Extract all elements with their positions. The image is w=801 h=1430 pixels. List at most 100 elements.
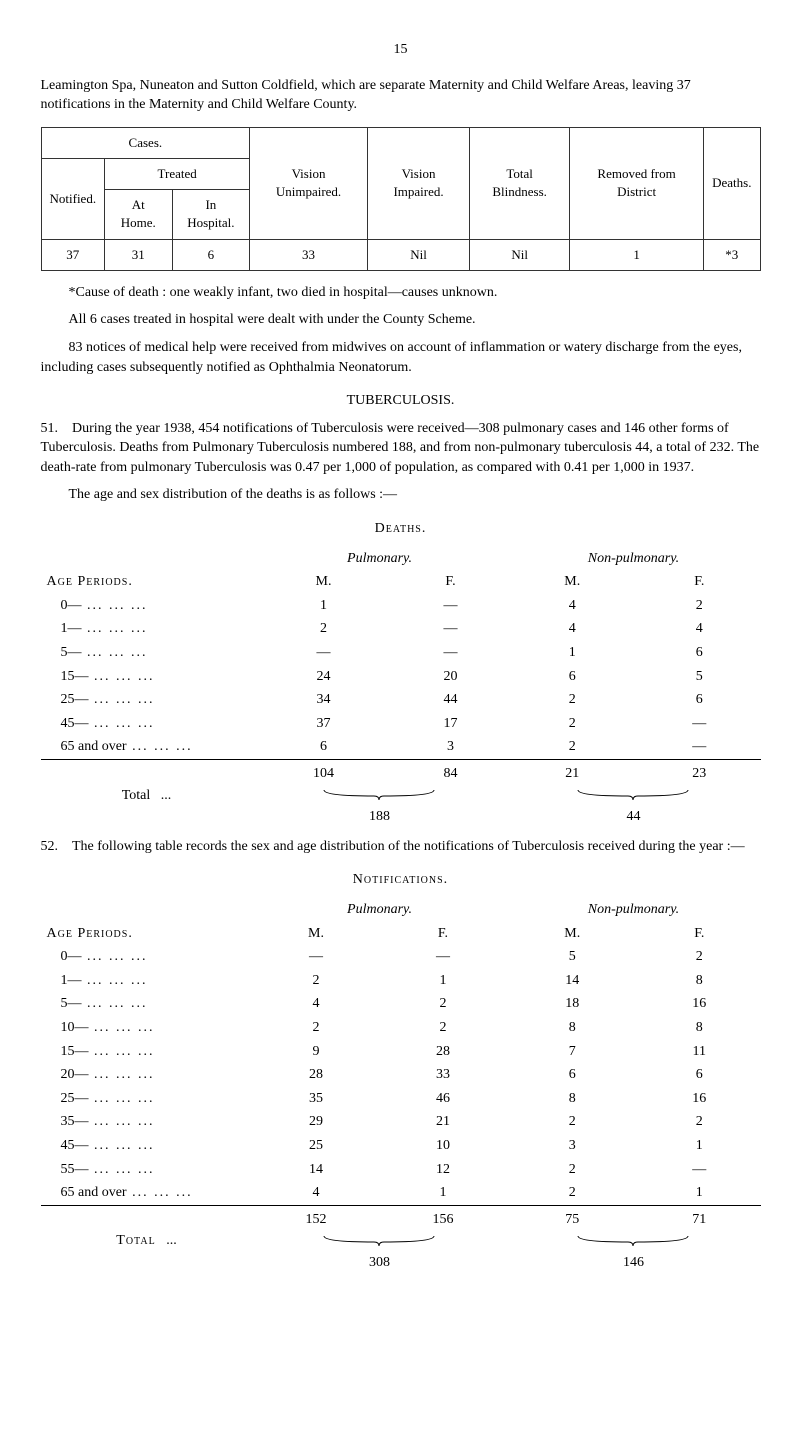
f-label-4: F. bbox=[638, 922, 760, 946]
value-cell: 25 bbox=[253, 1134, 380, 1158]
value-cell: 6 bbox=[638, 1063, 760, 1087]
td-deaths: *3 bbox=[704, 239, 760, 270]
deaths-tot-nm: 21 bbox=[506, 760, 638, 786]
para-51: 51. During the year 1938, 454 notificati… bbox=[41, 419, 761, 478]
intro-paragraph: Leamington Spa, Nuneaton and Sutton Cold… bbox=[41, 76, 761, 115]
value-cell: 12 bbox=[379, 1158, 506, 1182]
value-cell: 18 bbox=[506, 992, 638, 1016]
value-cell: 2 bbox=[506, 1158, 638, 1182]
age-cell: 0— bbox=[41, 594, 253, 618]
brace-icon bbox=[573, 788, 693, 802]
value-cell: — bbox=[379, 945, 506, 969]
notifications-heading: Notifications. bbox=[41, 870, 761, 890]
para-all6: All 6 cases treated in hospital were dea… bbox=[41, 310, 761, 330]
table-row: 15—242065 bbox=[41, 665, 761, 689]
td-in-hospital: 6 bbox=[172, 239, 250, 270]
age-cell: 55— bbox=[41, 1158, 253, 1182]
value-cell: 6 bbox=[638, 688, 760, 712]
table-row: 45—37172— bbox=[41, 712, 761, 736]
th-cases: Cases. bbox=[41, 127, 250, 158]
f-label-2: F. bbox=[638, 570, 760, 594]
value-cell: 1 bbox=[506, 641, 638, 665]
value-cell: 17 bbox=[395, 712, 507, 736]
value-cell: 4 bbox=[253, 992, 380, 1016]
value-cell: 16 bbox=[638, 1087, 760, 1111]
table-row: 5———16 bbox=[41, 641, 761, 665]
value-cell: 1 bbox=[253, 594, 395, 618]
value-cell: — bbox=[253, 641, 395, 665]
value-cell: 2 bbox=[253, 1016, 380, 1040]
notif-grand-p: 308 bbox=[253, 1251, 507, 1275]
notif-total-label: Total bbox=[116, 1233, 155, 1248]
brace-icon bbox=[573, 1234, 693, 1248]
para-51-label: 51. bbox=[41, 421, 59, 436]
value-cell: 14 bbox=[506, 969, 638, 993]
page-number: 15 bbox=[41, 40, 761, 60]
th-at-home: At Home. bbox=[105, 190, 172, 239]
td-notified: 37 bbox=[41, 239, 105, 270]
th-removed: Removed from District bbox=[570, 127, 704, 239]
cases-table: Cases. Vision Unimpaired. Vision Impaire… bbox=[41, 127, 761, 271]
f-label-3: F. bbox=[379, 922, 506, 946]
value-cell: 2 bbox=[638, 594, 760, 618]
table-row: 5—421816 bbox=[41, 992, 761, 1016]
age-cell: 15— bbox=[41, 1040, 253, 1064]
value-cell: 29 bbox=[253, 1110, 380, 1134]
age-periods-label-2: Age Periods. bbox=[47, 926, 133, 941]
value-cell: 6 bbox=[506, 665, 638, 689]
age-cell: 65 and over bbox=[41, 735, 253, 759]
age-cell: 20— bbox=[41, 1063, 253, 1087]
value-cell: — bbox=[638, 735, 760, 759]
deaths-table: Pulmonary. Non-pulmonary. Age Periods. M… bbox=[41, 547, 761, 829]
pulmonary-label: Pulmonary. bbox=[347, 551, 412, 566]
age-cell: 10— bbox=[41, 1016, 253, 1040]
value-cell: 1 bbox=[379, 1181, 506, 1205]
td-total-blindness: Nil bbox=[470, 239, 570, 270]
age-cell: 45— bbox=[41, 1134, 253, 1158]
value-cell: 2 bbox=[638, 945, 760, 969]
value-cell: 8 bbox=[638, 1016, 760, 1040]
value-cell: 4 bbox=[253, 1181, 380, 1205]
value-cell: 2 bbox=[379, 1016, 506, 1040]
age-cell: 5— bbox=[41, 641, 253, 665]
th-vision-impaired: Vision Impaired. bbox=[367, 127, 469, 239]
value-cell: 34 bbox=[253, 688, 395, 712]
th-notified: Notified. bbox=[41, 158, 105, 239]
value-cell: 10 bbox=[379, 1134, 506, 1158]
brace-icon bbox=[319, 788, 439, 802]
age-periods-label: Age Periods. bbox=[47, 574, 133, 589]
value-cell: 46 bbox=[379, 1087, 506, 1111]
value-cell: 2 bbox=[506, 688, 638, 712]
pulmonary-label-2: Pulmonary. bbox=[347, 902, 412, 917]
m-label-2: M. bbox=[506, 570, 638, 594]
value-cell: 16 bbox=[638, 992, 760, 1016]
value-cell: — bbox=[638, 1158, 760, 1182]
table-row: 65 and over632— bbox=[41, 735, 761, 759]
table-row: 0———52 bbox=[41, 945, 761, 969]
value-cell: 2 bbox=[506, 735, 638, 759]
value-cell: 24 bbox=[253, 665, 395, 689]
value-cell: — bbox=[638, 712, 760, 736]
value-cell: — bbox=[395, 641, 507, 665]
deaths-grand-n: 44 bbox=[506, 805, 760, 829]
value-cell: 8 bbox=[638, 969, 760, 993]
table-row: 45—251031 bbox=[41, 1134, 761, 1158]
m-label-3: M. bbox=[253, 922, 380, 946]
value-cell: 4 bbox=[506, 617, 638, 641]
value-cell: 6 bbox=[506, 1063, 638, 1087]
value-cell: 14 bbox=[253, 1158, 380, 1182]
brace-icon bbox=[319, 1234, 439, 1248]
f-label: F. bbox=[395, 570, 507, 594]
td-vision-unimpaired: 33 bbox=[250, 239, 368, 270]
age-cell: 25— bbox=[41, 1087, 253, 1111]
m-label-4: M. bbox=[506, 922, 638, 946]
notifications-table: Pulmonary. Non-pulmonary. Age Periods. M… bbox=[41, 898, 761, 1275]
value-cell: 1 bbox=[638, 1181, 760, 1205]
age-cell: 1— bbox=[41, 969, 253, 993]
nonpulmonary-label: Non-pulmonary. bbox=[588, 551, 679, 566]
value-cell: 2 bbox=[379, 992, 506, 1016]
value-cell: 28 bbox=[379, 1040, 506, 1064]
value-cell: 33 bbox=[379, 1063, 506, 1087]
value-cell: 9 bbox=[253, 1040, 380, 1064]
value-cell: 8 bbox=[506, 1016, 638, 1040]
